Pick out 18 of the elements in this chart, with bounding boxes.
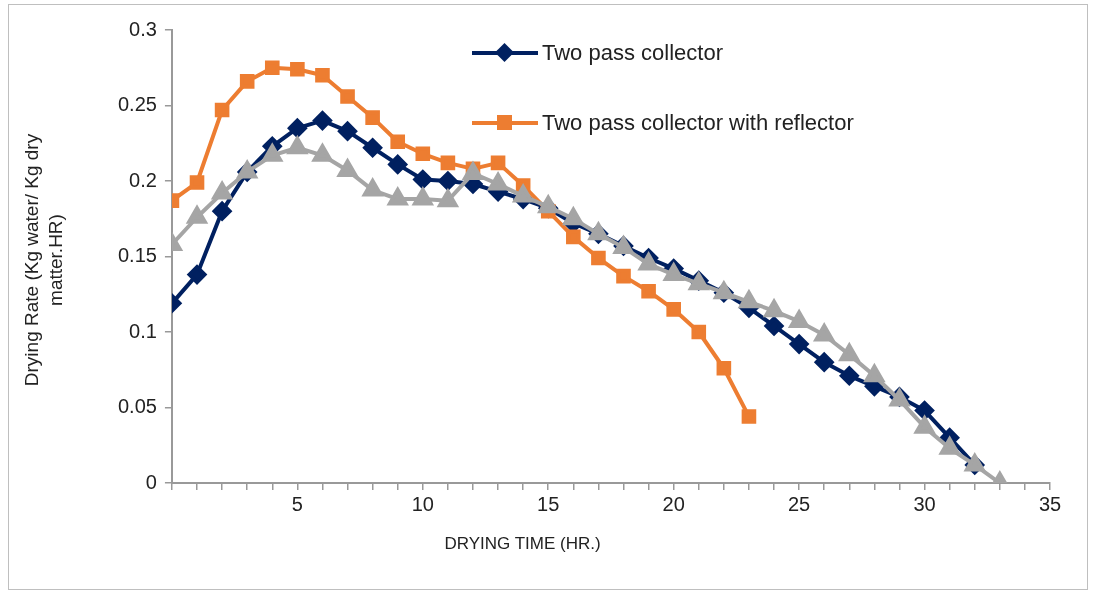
y-tick-label: 0.25 <box>117 93 157 116</box>
y-tick-label: 0.05 <box>117 395 157 418</box>
x-tick-label: 20 <box>662 492 685 515</box>
x-tick-label: 35 <box>1038 492 1062 515</box>
y-axis-title: Drying Rate (Kg water/ Kg dry matter.HR) <box>20 133 67 387</box>
x-tick-label: 25 <box>788 492 811 515</box>
y-tick-label: 0.3 <box>129 17 157 40</box>
x-tick-label: 5 <box>291 492 303 515</box>
y-tick-label: 0.2 <box>129 168 157 191</box>
y-tick-label: 0.15 <box>117 244 157 267</box>
y-tick-label: 0 <box>145 470 157 493</box>
x-tick-label: 15 <box>537 492 560 515</box>
legend-label: Two pass collector <box>542 40 723 66</box>
x-axis-title: DRYING TIME (HR.) <box>443 534 602 554</box>
legend-label: Two pass collector with reflector <box>542 110 854 136</box>
y-tick-label: 0.1 <box>129 319 157 342</box>
x-tick-label: 10 <box>411 492 434 515</box>
x-tick-label: 30 <box>913 492 936 515</box>
